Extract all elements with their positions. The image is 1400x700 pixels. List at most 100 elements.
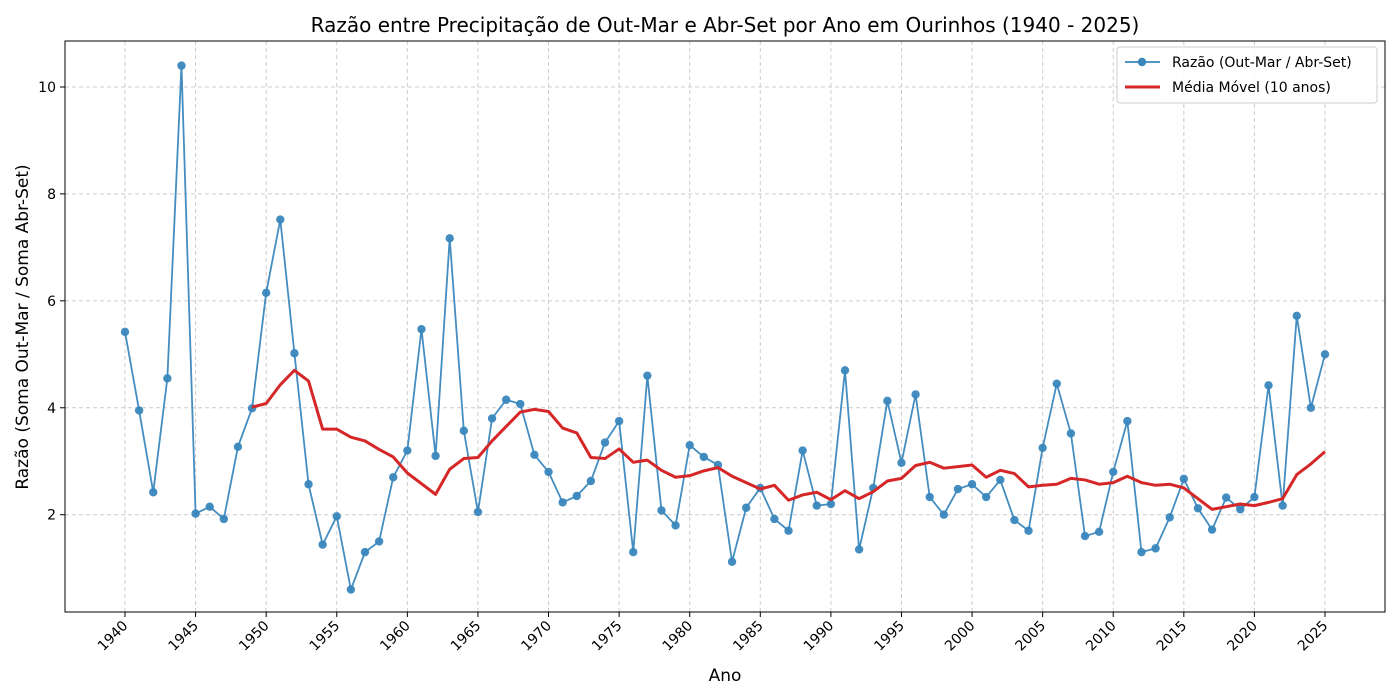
data-point-ratio xyxy=(374,537,384,546)
y-tick-label: 6 xyxy=(47,294,56,310)
x-tick-label: 1970 xyxy=(518,618,555,655)
data-point-ratio xyxy=(1250,492,1259,502)
data-point-ratio xyxy=(403,446,412,455)
data-point-ratio xyxy=(191,509,200,518)
data-point-ratio xyxy=(1052,379,1061,388)
data-point-ratio xyxy=(1236,505,1245,514)
y-tick-label: 2 xyxy=(47,508,56,524)
data-point-ratio xyxy=(1094,527,1104,537)
data-point-ratio xyxy=(1151,544,1160,553)
data-point-ratio xyxy=(812,501,821,510)
data-point-ratio xyxy=(205,502,214,511)
data-point-ratio xyxy=(996,475,1005,485)
data-point-ratio xyxy=(290,349,299,358)
x-tick-label: 1955 xyxy=(307,618,344,655)
data-point-ratio xyxy=(1137,547,1146,557)
data-point-ratio xyxy=(572,491,581,501)
data-point-ratio xyxy=(643,371,652,380)
data-point-ratio xyxy=(389,473,398,482)
data-point-ratio xyxy=(501,395,511,404)
data-point-ratio xyxy=(1306,403,1316,412)
y-axis-label: Razão (Soma Out-Mar / Soma Abr-Set) xyxy=(13,164,33,489)
data-point-ratio xyxy=(897,458,906,468)
data-point-ratio xyxy=(840,366,850,375)
data-point-ratio xyxy=(445,234,454,243)
data-point-ratio xyxy=(1123,416,1132,426)
data-point-ratio xyxy=(967,480,977,489)
data-point-ratio xyxy=(685,440,694,450)
data-point-ratio xyxy=(558,498,567,507)
data-point-ratio xyxy=(1165,513,1174,522)
data-point-ratio xyxy=(1207,525,1217,534)
x-tick-label: 2000 xyxy=(942,618,979,655)
data-point-ratio xyxy=(1179,474,1189,484)
x-tick-label: 1975 xyxy=(589,618,626,655)
data-point-ratio xyxy=(1292,311,1301,321)
data-point-ratio xyxy=(177,61,186,70)
x-tick-label: 1985 xyxy=(730,618,767,655)
data-point-ratio xyxy=(826,499,836,509)
x-tick-label: 1965 xyxy=(448,618,485,655)
data-point-ratio xyxy=(727,557,737,566)
data-point-ratio xyxy=(1193,504,1203,513)
data-point-ratio xyxy=(544,467,553,477)
data-point-ratio xyxy=(304,480,313,489)
data-point-ratio xyxy=(1010,515,1019,525)
data-point-ratio xyxy=(516,399,525,409)
data-point-ratio xyxy=(981,492,991,502)
legend-box xyxy=(1116,46,1378,104)
data-point-ratio xyxy=(1038,443,1047,453)
legend-label-ratio: Razão (Out-Mar / Abr-Set) xyxy=(1172,55,1352,71)
data-point-ratio xyxy=(798,446,807,455)
y-tick-label: 4 xyxy=(47,401,56,417)
data-point-ratio xyxy=(1080,531,1090,541)
data-point-ratio xyxy=(600,438,610,447)
series-line-moving-average xyxy=(251,368,1326,511)
data-point-ratio xyxy=(163,374,172,383)
data-point-ratio xyxy=(854,545,864,554)
x-tick-label: 2015 xyxy=(1154,618,1191,655)
x-tick-label: 1990 xyxy=(801,618,838,655)
data-point-ratio xyxy=(318,540,327,549)
x-tick-label: 2025 xyxy=(1295,618,1332,655)
data-point-ratio xyxy=(1320,350,1330,359)
x-tick-label: 1980 xyxy=(660,618,697,655)
data-point-ratio xyxy=(741,503,751,512)
data-point-ratio xyxy=(149,488,158,497)
grid-lines xyxy=(65,41,1385,612)
data-point-ratio xyxy=(939,510,949,519)
data-point-ratio xyxy=(699,452,709,462)
x-tick-label: 2005 xyxy=(1013,618,1050,655)
data-point-ratio xyxy=(487,414,497,423)
data-point-ratio xyxy=(953,484,963,494)
x-tick-label: 1995 xyxy=(871,618,908,655)
data-point-ratio xyxy=(1109,467,1118,477)
data-point-ratio xyxy=(657,506,666,515)
data-point-ratio xyxy=(770,514,779,524)
data-point-ratio xyxy=(134,406,144,415)
x-axis-label: Ano xyxy=(709,666,742,686)
data-point-ratio xyxy=(883,396,892,406)
data-point-ratio xyxy=(360,547,370,557)
data-point-ratio xyxy=(671,521,680,530)
data-point-ratio xyxy=(473,507,483,517)
data-point-ratio xyxy=(261,288,271,298)
y-tick-label: 8 xyxy=(47,187,56,203)
series-line-ratio xyxy=(124,65,1326,593)
data-point-ratio xyxy=(629,547,638,557)
x-tick-label: 1945 xyxy=(166,618,203,655)
y-tick-label: 10 xyxy=(38,80,56,96)
data-point-ratio xyxy=(1024,526,1033,535)
data-point-ratio xyxy=(431,451,440,461)
axis-ticks: 1940 1945 1950 1955 1960 1965 1970 1975 1980 1985… xyxy=(38,80,1331,654)
data-point-ratio xyxy=(614,416,624,426)
data-point-ratio xyxy=(417,324,426,334)
data-point-ratio xyxy=(1066,429,1076,438)
x-tick-label: 2020 xyxy=(1224,618,1261,655)
chart-title: Razão entre Precipitação de Out-Mar e Ab… xyxy=(311,13,1140,37)
plot-series xyxy=(120,61,1330,594)
data-point-ratio xyxy=(784,526,793,535)
data-point-ratio xyxy=(332,512,341,521)
data-point-ratio xyxy=(1264,381,1273,390)
